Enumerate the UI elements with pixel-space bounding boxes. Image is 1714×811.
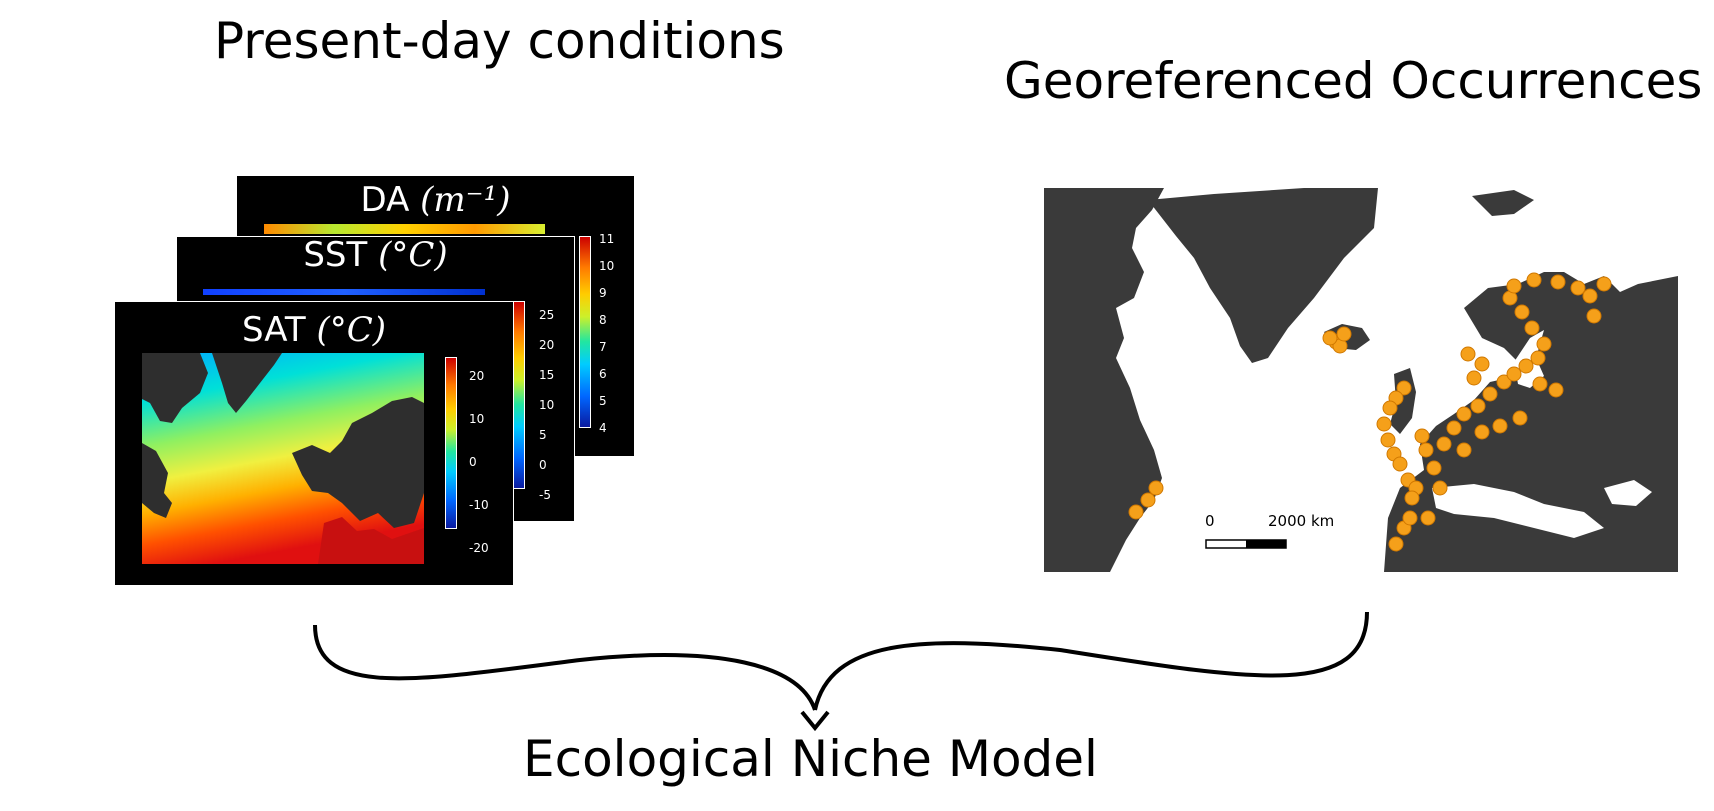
- occurrence-point: [1402, 510, 1418, 526]
- da-tick: 6: [599, 367, 607, 381]
- da-colorbar: [579, 236, 591, 428]
- occurrence-point: [1550, 274, 1566, 290]
- occurrence-point: [1414, 428, 1430, 444]
- sst-tick: -5: [539, 488, 551, 502]
- occurrence-point: [1432, 480, 1448, 496]
- occurrence-point: [1506, 278, 1522, 294]
- occurrence-point: [1436, 436, 1452, 452]
- da-panel-title: DA (m⁻¹): [237, 180, 634, 220]
- scale-bar-end-label: 2000 km: [1268, 512, 1335, 530]
- occurrence-point: [1506, 366, 1522, 382]
- occurrence-point: [1548, 382, 1564, 398]
- sat-tick: 20: [469, 369, 485, 383]
- occurrence-point: [1460, 346, 1476, 362]
- ecological-niche-model-title: Ecological Niche Model: [523, 730, 1098, 788]
- da-tick: 11: [599, 232, 615, 246]
- occurrence-point: [1492, 418, 1508, 434]
- occurrence-point: [1586, 308, 1602, 324]
- da-tick: 7: [599, 340, 607, 354]
- occurrence-point: [1404, 490, 1420, 506]
- occurrence-point: [1456, 406, 1472, 422]
- occurrence-point: [1336, 326, 1352, 342]
- occurrence-point: [1524, 320, 1540, 336]
- da-map-strip: [264, 224, 545, 234]
- greenland-landmass: [1148, 188, 1378, 363]
- occurrence-point: [1382, 400, 1398, 416]
- sst-unit: (°C): [378, 235, 448, 275]
- sst-tick: 15: [539, 368, 555, 382]
- occurrence-point: [1466, 370, 1482, 386]
- svalbard-landmass: [1472, 190, 1534, 216]
- da-label: DA: [360, 180, 410, 220]
- da-tick: 8: [599, 313, 607, 327]
- scale-bar-start-label: 0: [1205, 512, 1215, 530]
- occurrence-point: [1426, 460, 1442, 476]
- occurrence-point: [1420, 510, 1436, 526]
- da-tick: 10: [599, 259, 615, 273]
- present-day-conditions-title: Present-day conditions: [214, 12, 785, 70]
- da-tick: 5: [599, 394, 607, 408]
- sst-tick: 0: [539, 458, 547, 472]
- occurrence-point: [1482, 386, 1498, 402]
- da-tick: 9: [599, 286, 607, 300]
- north-america-landmass: [1044, 188, 1164, 572]
- occurrence-point: [1518, 358, 1534, 374]
- sat-tick: 0: [469, 455, 477, 469]
- sst-panel-title: SST (°C): [177, 235, 574, 275]
- occurrence-point: [1530, 350, 1546, 366]
- sst-tick: 25: [539, 308, 555, 322]
- occurrence-point: [1474, 424, 1490, 440]
- occurrence-point: [1514, 304, 1530, 320]
- sst-tick: 20: [539, 338, 555, 352]
- occurrence-point: [1388, 536, 1404, 552]
- occurrence-point: [1140, 492, 1156, 508]
- occurrence-point: [1418, 442, 1434, 458]
- brace-arrow-head: [800, 710, 830, 732]
- sat-layer-panel: SAT (°C) 20 10 0 -10 -20: [114, 301, 514, 586]
- sat-unit: (°C): [316, 310, 386, 350]
- sst-tick: 10: [539, 398, 555, 412]
- occurrence-point: [1536, 336, 1552, 352]
- georeferenced-occurrences-title: Georeferenced Occurrences: [1004, 52, 1703, 110]
- da-unit: (m⁻¹): [420, 180, 511, 220]
- occurrence-point: [1392, 456, 1408, 472]
- sst-tick: 5: [539, 428, 547, 442]
- sst-label: SST: [303, 235, 368, 275]
- occurrence-point: [1496, 374, 1512, 390]
- sat-tick: 10: [469, 412, 485, 426]
- occurrence-point: [1582, 288, 1598, 304]
- sst-map-strip: [203, 289, 485, 295]
- sat-heatmap: [142, 353, 424, 564]
- occurrence-point: [1512, 410, 1528, 426]
- sat-colorbar: [445, 357, 457, 529]
- occurrence-point: [1322, 330, 1338, 346]
- occurrence-point: [1380, 432, 1396, 448]
- scale-bar-black: [1246, 540, 1286, 548]
- da-tick: 4: [599, 421, 607, 435]
- occurrence-point: [1474, 356, 1490, 372]
- occurrence-point: [1148, 480, 1164, 496]
- occurrence-point: [1456, 442, 1472, 458]
- occurrence-point: [1376, 416, 1392, 432]
- sat-panel-title: SAT (°C): [115, 310, 513, 350]
- occurrence-point: [1446, 420, 1462, 436]
- sat-label: SAT: [242, 310, 306, 350]
- brace-left-arm: [313, 624, 817, 711]
- occurrence-points: [1128, 272, 1612, 552]
- occurrence-point: [1470, 398, 1486, 414]
- occurrence-point: [1128, 504, 1144, 520]
- occurrence-point: [1596, 276, 1612, 292]
- sat-tick: -20: [469, 541, 489, 555]
- occurrence-point: [1396, 380, 1412, 396]
- occurrence-point: [1526, 272, 1542, 288]
- sat-tick: -10: [469, 498, 489, 512]
- occurrence-map: [1044, 188, 1678, 572]
- brace-right-arm: [813, 611, 1369, 711]
- occurrence-point: [1532, 376, 1548, 392]
- occurrence-point: [1570, 280, 1586, 296]
